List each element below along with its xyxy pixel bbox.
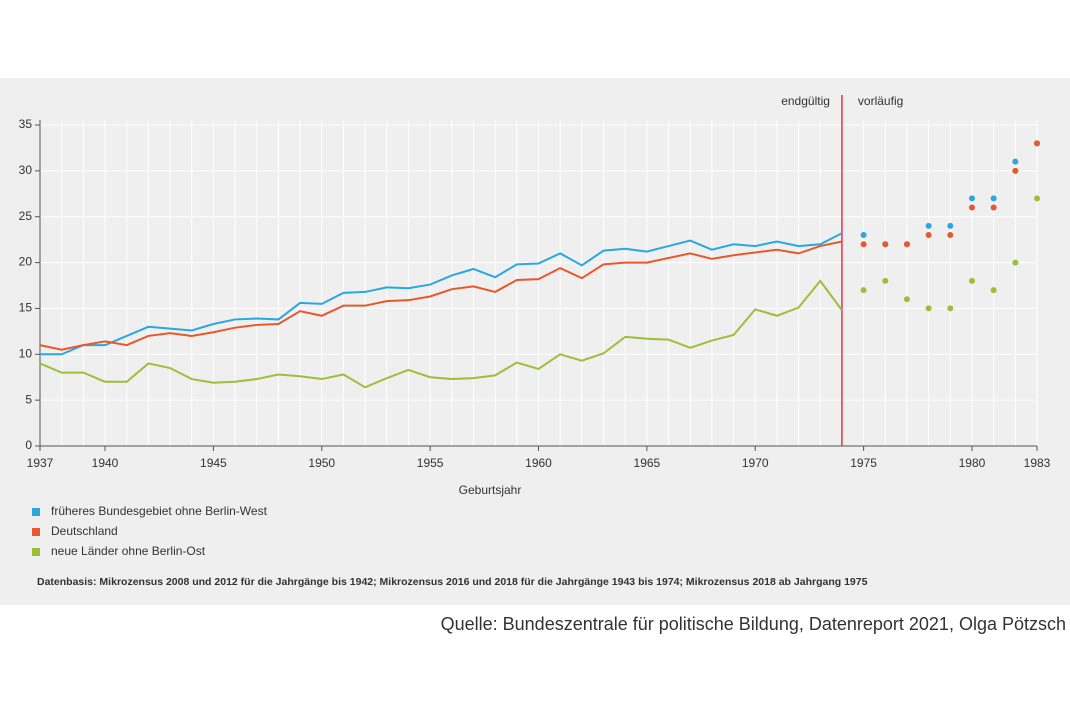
legend-swatch: [32, 548, 40, 556]
x-tick-label: 1970: [742, 456, 769, 470]
legend-swatch: [32, 508, 40, 516]
data-point: [947, 305, 954, 312]
data-point: [882, 277, 889, 284]
y-tick-label: 15: [19, 301, 33, 315]
y-tick-label: 0: [25, 438, 32, 452]
x-tick-label: 1965: [634, 456, 661, 470]
data-point: [947, 222, 954, 229]
data-point: [860, 241, 867, 248]
data-point: [925, 232, 932, 239]
data-point: [860, 232, 867, 239]
x-tick-label: 1940: [92, 456, 119, 470]
divider-left-label: endgültig: [781, 94, 830, 108]
data-point: [925, 222, 932, 229]
y-tick-label: 35: [19, 117, 33, 131]
x-tick-label: 1960: [525, 456, 552, 470]
data-point: [1012, 259, 1019, 266]
x-tick-label: 1955: [417, 456, 444, 470]
data-point: [1012, 167, 1019, 174]
panel: [0, 78, 1070, 605]
data-point: [860, 287, 867, 294]
data-line: [39, 279, 843, 389]
y-tick-label: 20: [19, 255, 33, 269]
data-point: [990, 204, 997, 211]
data-line: [39, 240, 843, 351]
data-point: [903, 296, 910, 303]
data-point: [947, 232, 954, 239]
data-point: [882, 241, 889, 248]
data-point: [925, 305, 932, 312]
x-tick-label: 1980: [959, 456, 986, 470]
x-tick-label: 1975: [850, 456, 877, 470]
footnote: Datenbasis: Mikrozensus 2008 und 2012 fü…: [37, 576, 868, 588]
legend-label: neue Länder ohne Berlin-Ost: [51, 544, 206, 558]
x-tick-label: 1945: [200, 456, 227, 470]
y-tick-label: 10: [19, 346, 33, 360]
data-point: [968, 195, 975, 202]
data-point: [990, 195, 997, 202]
data-point: [903, 241, 910, 248]
data-point: [968, 277, 975, 284]
data-point: [1034, 140, 1040, 147]
x-tick-label: 1983: [1024, 456, 1051, 470]
x-axis-label: Geburtsjahr: [459, 483, 522, 497]
y-tick-label: 5: [25, 392, 32, 406]
y-tick-label: 25: [19, 209, 33, 223]
y-tick-label: 30: [19, 163, 33, 177]
source: Quelle: Bundeszentrale für politische Bi…: [441, 614, 1066, 634]
x-tick-label: 1950: [308, 456, 335, 470]
data-line: [40, 232, 843, 356]
data-point: [990, 287, 997, 294]
data-point: [1034, 195, 1040, 202]
legend-label: Deutschland: [51, 524, 118, 538]
legend-swatch: [32, 528, 40, 536]
data-point: [1012, 158, 1019, 165]
legend-label: früheres Bundesgebiet ohne Berlin-West: [51, 504, 268, 518]
divider-right-label: vorläufig: [858, 94, 903, 108]
data-point: [968, 204, 975, 211]
x-tick-label: 1937: [27, 456, 54, 470]
